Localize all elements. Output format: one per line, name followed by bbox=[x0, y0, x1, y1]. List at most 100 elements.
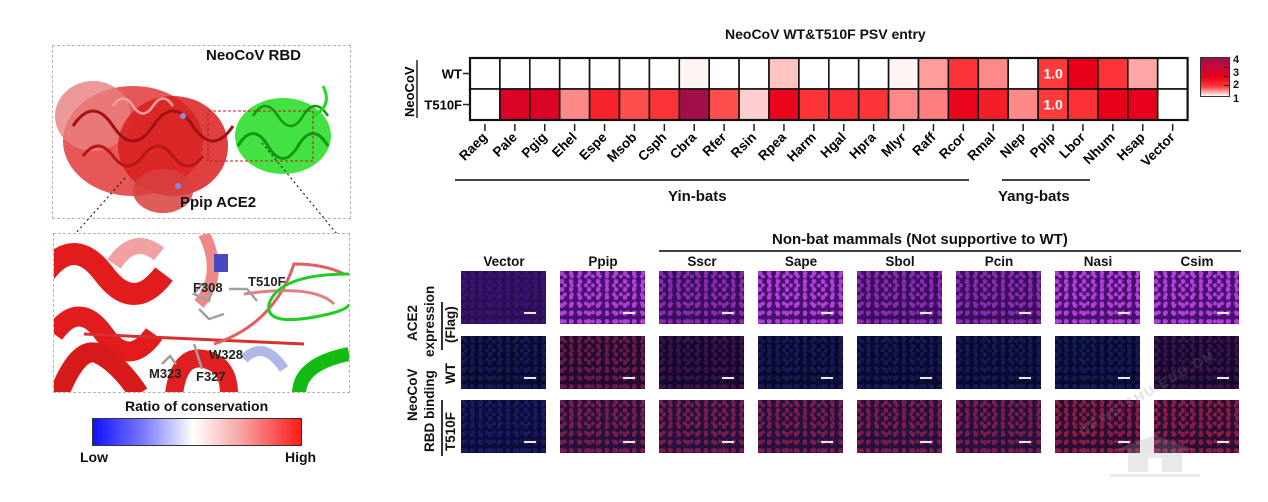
heatmap-cell-t510f-rsin bbox=[738, 88, 770, 121]
row-bracket-flag bbox=[441, 302, 443, 350]
heatmap-cell-wt-raff bbox=[917, 57, 950, 90]
heatmap-cell-t510f-cbra bbox=[678, 88, 710, 121]
row-label-ace2: ACE2 bbox=[405, 304, 420, 341]
ace2-helices bbox=[54, 234, 345, 392]
row-label-t510f: T510F bbox=[424, 98, 462, 113]
heatmap-cell-t510f-msob bbox=[618, 88, 651, 121]
microscopy-image-ace2-expression-ppip bbox=[560, 271, 645, 324]
colorbar-label-4: 4 bbox=[1233, 54, 1240, 66]
heatmap-cell-wt-ehel bbox=[558, 57, 591, 90]
scale-bar bbox=[623, 377, 635, 379]
heatmap-cell-t510f-rcor bbox=[947, 88, 980, 121]
column-title-pcin: Pcin bbox=[984, 254, 1014, 269]
heatmap-cell-t510f-vector bbox=[1156, 88, 1189, 121]
heatmap-cell-t510f-rfer bbox=[708, 88, 740, 121]
heatmap-colorbar bbox=[1200, 57, 1230, 97]
heatmap-cell-wt-nlep bbox=[1007, 57, 1039, 90]
microscopy-image-rbd-t510f-sape bbox=[758, 400, 843, 453]
column-label-hgal: Hgal bbox=[818, 130, 849, 161]
heatmap-cell-wt-rcor bbox=[947, 57, 980, 90]
yin-bats-label: Yin-bats bbox=[668, 188, 727, 205]
scale-bar bbox=[821, 441, 833, 443]
heatmap-cell-t510f-raff bbox=[917, 88, 950, 121]
structure-closeup-panel bbox=[53, 233, 350, 393]
scale-bar bbox=[623, 441, 635, 443]
heatmap-cell-t510f-nlep bbox=[1007, 88, 1039, 121]
scale-bar bbox=[1019, 377, 1031, 379]
conservation-low-label: Low bbox=[80, 449, 108, 465]
row-label-wt: WT bbox=[443, 363, 458, 384]
heatmap-cell-t510f-lbor bbox=[1067, 88, 1099, 121]
microscopy-image-rbd-t510f-csim bbox=[1154, 400, 1239, 453]
heatmap-cell-wt-lbor bbox=[1067, 57, 1099, 90]
colorbar-tick bbox=[1224, 85, 1229, 86]
scale-bar bbox=[1217, 441, 1229, 443]
microscopy-image-rbd-wt-nasi bbox=[1055, 336, 1140, 389]
microscopy-image-rbd-wt-sbol bbox=[857, 336, 942, 389]
column-label-rpea: Rpea bbox=[755, 129, 789, 163]
row-label-wt: WT bbox=[442, 67, 462, 82]
microscopy-image-rbd-wt-sscr bbox=[659, 336, 744, 389]
heatmap-cell-t510f-mlyr bbox=[887, 88, 920, 121]
heatmap-cell-t510f-rpea bbox=[768, 88, 800, 121]
heatmap-cell-t510f-hgal bbox=[827, 88, 860, 121]
heatmap-cell-wt-vector bbox=[1156, 57, 1189, 90]
heatmap-cell-t510f-pale bbox=[499, 88, 531, 121]
heatmap-cell-wt-raeg bbox=[469, 57, 501, 90]
colorbar-tick bbox=[1224, 76, 1229, 77]
microscopy-image-rbd-wt-csim bbox=[1154, 336, 1239, 389]
scale-bar bbox=[1217, 312, 1229, 314]
row-label-rbd-binding: RBD binding bbox=[422, 370, 437, 452]
column-label-ppip: Ppip bbox=[1027, 130, 1058, 161]
heatmap-title: NeoCoV WT&T510F PSV entry bbox=[725, 26, 926, 42]
heatmap-cell-wt-cbra bbox=[678, 57, 710, 90]
heatmap-cell-t510f-espe bbox=[588, 88, 621, 121]
column-title-sape: Sape bbox=[784, 254, 818, 269]
microscopy-image-ace2-expression-pcin bbox=[956, 271, 1041, 324]
heatmap-cell-wt-rfer bbox=[708, 57, 740, 90]
row-label-expression: expression bbox=[422, 285, 437, 357]
yin-bats-bracket bbox=[455, 179, 969, 181]
heatmap-cell-wt-pgig bbox=[529, 57, 561, 90]
microscopy-image-rbd-t510f-sbol bbox=[857, 400, 942, 453]
heatmap-cell-t510f-csph bbox=[648, 88, 681, 121]
column-label-cbra: Cbra bbox=[667, 129, 700, 162]
heatmap-cell-t510f-nhum bbox=[1097, 88, 1129, 121]
scale-bar bbox=[524, 377, 536, 379]
microscopy-image-rbd-t510f-ppip bbox=[560, 400, 645, 453]
column-label-mlyr: Mlyr bbox=[878, 129, 909, 160]
heatmap-frame bbox=[468, 56, 1189, 122]
watermark-building-icon bbox=[1110, 435, 1200, 477]
heatmap-cell-wt-hgal bbox=[827, 57, 860, 90]
microscopy-image-rbd-t510f-pcin bbox=[956, 400, 1041, 453]
scale-bar bbox=[1118, 377, 1130, 379]
scale-bar bbox=[623, 312, 635, 314]
column-label-nlep: Nlep bbox=[997, 130, 1028, 161]
microscopy-image-rbd-t510f-vector bbox=[461, 400, 546, 453]
heatmap-cell-wt-hsap bbox=[1126, 57, 1159, 90]
heatmap-cell-wt-harm bbox=[798, 57, 830, 90]
column-title-sbol: Sbol bbox=[885, 254, 915, 269]
row-group-label: NeoCoV bbox=[402, 66, 417, 117]
column-label-nhum: Nhum bbox=[1080, 130, 1118, 168]
colorbar-label-1: 1 bbox=[1233, 93, 1240, 105]
conservation-legend-title: Ratio of conservation bbox=[125, 398, 269, 414]
scale-bar bbox=[524, 441, 536, 443]
residue-label-f308: F308 bbox=[193, 280, 223, 295]
scale-bar bbox=[1118, 441, 1130, 443]
heatmap-cell-t510f-rmal bbox=[977, 88, 1009, 121]
row-bracket-binding bbox=[441, 400, 443, 456]
scale-bar bbox=[524, 312, 536, 314]
scale-bar bbox=[920, 312, 932, 314]
microscopy-image-ace2-expression-vector bbox=[461, 271, 546, 324]
scale-bar bbox=[1019, 441, 1031, 443]
rbd-loops bbox=[267, 272, 349, 392]
structure-overview-panel bbox=[52, 45, 351, 219]
scale-bar bbox=[722, 377, 734, 379]
column-title-vector: Vector bbox=[483, 254, 525, 269]
column-label-espe: Espe bbox=[576, 129, 610, 163]
row-label-neocov: NeoCoV bbox=[405, 368, 420, 421]
column-label-rsin: Rsin bbox=[728, 130, 759, 161]
microscopy-image-rbd-wt-pcin bbox=[956, 336, 1041, 389]
